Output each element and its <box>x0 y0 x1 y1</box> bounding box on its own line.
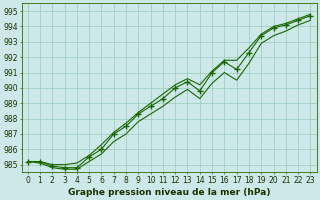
X-axis label: Graphe pression niveau de la mer (hPa): Graphe pression niveau de la mer (hPa) <box>68 188 270 197</box>
